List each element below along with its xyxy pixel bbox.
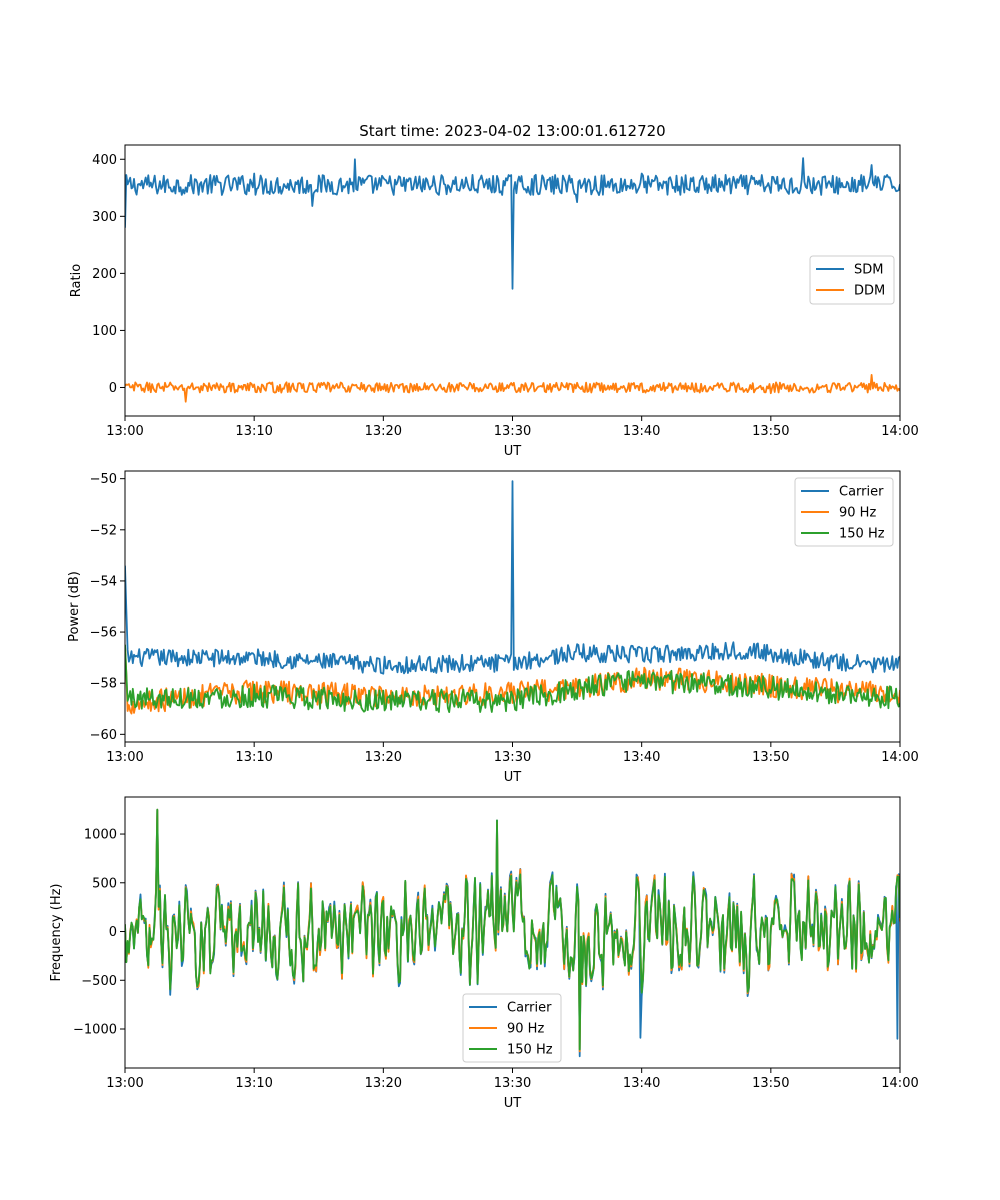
panel-frequency-xtick-label: 13:00: [106, 1076, 143, 1091]
panel-frequency-ytick-label: −1000: [73, 1023, 117, 1038]
panel-power-xtick-label: 14:00: [881, 750, 918, 765]
panel-ratio-series-sdm: [125, 157, 900, 290]
panel-power-ytick-label: −54: [90, 574, 117, 589]
panel-ratio-xtick-label: 13:40: [623, 424, 660, 439]
panel-ratio-ytick-label: 100: [92, 324, 117, 339]
panel-power-ytick-label: −52: [90, 523, 117, 538]
panel-power-ytick-label: −50: [90, 472, 117, 487]
panel-ratio-xlabel: UT: [504, 444, 522, 459]
panel-ratio-legend: SDM DDM: [809, 255, 895, 305]
panel-ratio-xtick-label: 13:00: [106, 424, 143, 439]
panel-ratio-legend-label-sdm: SDM: [854, 263, 883, 278]
panel-frequency-ytick-label: 0: [109, 925, 117, 940]
panel-power-ytick-label: −58: [90, 677, 117, 692]
panel-power-xtick-label: 13:20: [365, 750, 402, 765]
panel-power-xtick-label: 13:00: [106, 750, 143, 765]
panel-power-frame: [124, 470, 901, 743]
panel-power-xlabel: UT: [504, 770, 522, 785]
panel-frequency-legend-box: [462, 993, 562, 1063]
panel-power-xtick-label: 13:40: [623, 750, 660, 765]
panel-ratio-frame: [124, 144, 901, 417]
panel-ratio-ytick-label: 400: [92, 153, 117, 168]
panel-frequency-ytick-label: 500: [92, 876, 117, 891]
panel-power-xtick-label: 13:10: [235, 750, 272, 765]
panel-frequency-ytick-label: 1000: [84, 828, 117, 843]
panel-power-ytick-label: −60: [90, 728, 117, 743]
panel-frequency-ytick-label: −500: [81, 974, 117, 989]
panel-ratio-ytick-label: 300: [92, 210, 117, 225]
panel-power-legend-label-90-hz: 90 Hz: [839, 506, 876, 521]
panel-ratio-xtick-label: 13:10: [235, 424, 272, 439]
panel-ratio-legend-label-ddm: DDM: [854, 284, 885, 299]
panel-power-series-carrier: [125, 480, 900, 675]
panel-power-legend-box: [794, 477, 894, 547]
panel-frequency-ylabel: Frequency (Hz): [49, 883, 64, 981]
panel-ratio-xtick-label: 13:30: [494, 424, 531, 439]
panel-frequency-legend-label-90-hz: 90 Hz: [507, 1022, 544, 1037]
panel-power-series-150-hz: [125, 644, 900, 713]
panel-power-legend-label-150-hz: 150 Hz: [839, 527, 885, 542]
panel-power-ytick-label: −56: [90, 626, 117, 641]
panel-frequency: UT Frequency (Hz) 13:00 13:10 13:20 13:30 13…: [49, 796, 919, 1111]
panel-frequency-legend: Carrier 90 Hz 150 Hz: [462, 993, 562, 1063]
panel-ratio-ytick-label: 0: [109, 381, 117, 396]
panel-ratio-ylabel: Ratio: [69, 264, 84, 297]
panel-ratio-ytick-label: 200: [92, 267, 117, 282]
panel-ratio: UT Ratio 13:00 13:10 13:20 13:30 13:40 13:50 1…: [69, 144, 919, 459]
panel-frequency-xtick-label: 13:20: [365, 1076, 402, 1091]
panel-power-legend-label-carrier: Carrier: [839, 485, 884, 500]
panel-ratio-xtick-label: 14:00: [881, 424, 918, 439]
figure-title: Start time: 2023-04-02 13:00:01.612720: [359, 122, 665, 140]
panel-ratio-series-ddm: [125, 374, 900, 403]
panel-ratio-xtick-label: 13:50: [752, 424, 789, 439]
panel-frequency-xtick-label: 13:30: [494, 1076, 531, 1091]
panel-ratio-xtick-label: 13:20: [365, 424, 402, 439]
panel-frequency-series-150-hz: [125, 808, 900, 1051]
panel-frequency-xlabel: UT: [504, 1096, 522, 1111]
panel-power-xtick-label: 13:30: [494, 750, 531, 765]
panel-frequency-legend-label-150-hz: 150 Hz: [507, 1043, 553, 1058]
panel-frequency-legend-label-carrier: Carrier: [507, 1001, 552, 1016]
panel-power-ylabel: Power (dB): [67, 571, 82, 642]
panel-power: UT Power (dB) 13:00 13:10 13:20 13:30 13:40 1…: [67, 470, 919, 785]
panel-frequency-xtick-label: 13:40: [623, 1076, 660, 1091]
panel-frequency-frame: [124, 796, 901, 1069]
panel-frequency-xtick-label: 13:10: [235, 1076, 272, 1091]
panel-frequency-xtick-label: 14:00: [881, 1076, 918, 1091]
panel-power-xtick-label: 13:50: [752, 750, 789, 765]
panel-frequency-xtick-label: 13:50: [752, 1076, 789, 1091]
panel-power-legend: Carrier 90 Hz 150 Hz: [794, 477, 894, 547]
